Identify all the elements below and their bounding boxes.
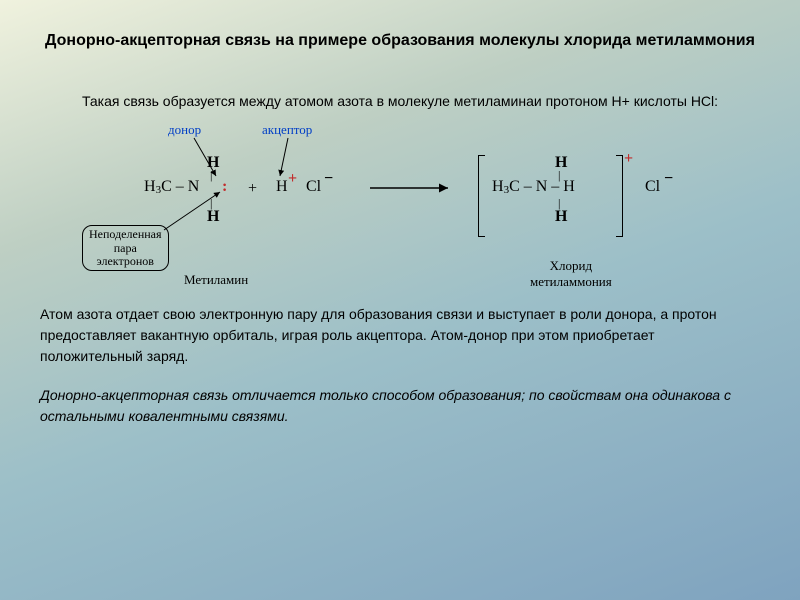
HCl-Cl: Cl — [306, 178, 321, 196]
bracket-left — [478, 155, 485, 237]
right-Cl-charge: − — [664, 170, 673, 188]
left-top-H: H — [207, 154, 219, 172]
methylamine-caption: Метиламин — [184, 272, 248, 288]
left-bond-top: | — [210, 168, 212, 183]
right-bottom-H: H — [555, 208, 567, 226]
HCl-H: H — [276, 178, 288, 196]
intro-text: Такая связь образуется между атомом азот… — [40, 92, 760, 111]
slide-title: Донорно-акцепторная связь на примере обр… — [40, 30, 760, 52]
right-top-H: H — [555, 154, 567, 172]
right-Cl: Cl — [645, 178, 660, 196]
lone-pair-l1: Неподеленная — [89, 227, 162, 241]
lone-pair-l3: электронов — [97, 254, 154, 268]
product-caption: Хлорид метиламмония — [530, 258, 612, 290]
right-formula: H3C – N – H — [492, 178, 575, 196]
footnote-text: Донорно-акцепторная связь отличается тол… — [40, 385, 760, 427]
diagram-container: донор акцептор H | H3C – N : | — [40, 120, 760, 290]
lone-pair-dots: : — [222, 178, 225, 196]
plus-sign: + — [248, 180, 257, 198]
bracket-right — [616, 155, 623, 237]
slide: Донорно-акцепторная связь на примере обр… — [0, 0, 800, 600]
lone-pair-callout: Неподеленная пара электронов — [82, 225, 169, 271]
lone-pair-l2: пара — [114, 241, 137, 255]
HCl-H-charge: + — [288, 170, 297, 188]
reaction-diagram: донор акцептор H | H3C – N : | — [100, 120, 700, 290]
right-N-charge: + — [624, 150, 633, 168]
HCl-Cl-charge: − — [324, 170, 333, 188]
explanation-text: Атом азота отдает свою электронную пару … — [40, 304, 760, 367]
left-bottom-H: H — [207, 208, 219, 226]
left-formula: H3C – N — [144, 178, 199, 196]
